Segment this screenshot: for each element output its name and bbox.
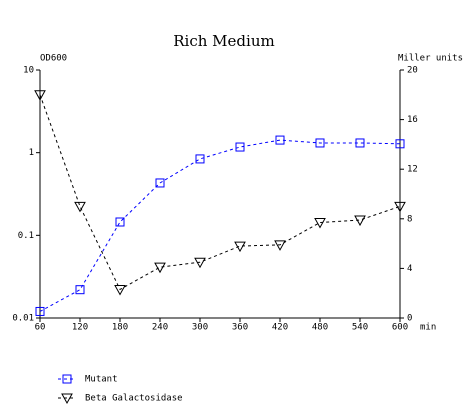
x-tick-label: 240 (152, 323, 168, 333)
y2-tick-label: 20 (407, 66, 418, 76)
data-point (115, 217, 125, 227)
y2-tick-label: 16 (407, 115, 418, 125)
x-tick-label: 600 (392, 323, 408, 333)
data-point (195, 154, 205, 164)
x-tick-label: 60 (35, 323, 46, 333)
data-point (35, 306, 45, 316)
legend-marker (62, 374, 72, 384)
x-tick-label: 120 (72, 323, 88, 333)
data-point (154, 262, 166, 274)
y2-tick-label: 8 (407, 214, 412, 224)
legend-label: Mutant (85, 375, 118, 385)
x-tick-label: 300 (192, 323, 208, 333)
legend-label: Beta Galactosidase (85, 394, 183, 404)
y2-tick-label: 4 (407, 264, 412, 274)
series-line (39, 139, 401, 312)
x-tick-label: 420 (272, 323, 288, 333)
y2-axis-label: Miller units (398, 54, 463, 64)
y-tick-label: 0.1 (18, 231, 34, 241)
data-point (395, 139, 405, 149)
data-point (114, 284, 126, 296)
series-line (39, 94, 401, 291)
data-point (394, 201, 406, 213)
data-point (275, 135, 285, 145)
y2-tick-label: 12 (407, 165, 418, 175)
data-point (194, 257, 206, 269)
chart-title: Rich Medium (173, 32, 274, 50)
data-point (315, 138, 325, 148)
x-tick-label: 360 (232, 323, 248, 333)
x-tick-label: 480 (312, 323, 328, 333)
x-axis-label: min (420, 323, 436, 333)
data-point (354, 215, 366, 227)
data-point (155, 178, 165, 188)
data-point (74, 201, 86, 213)
data-point (355, 138, 365, 148)
legend-marker (61, 393, 73, 405)
x-tick-label: 180 (112, 323, 128, 333)
y-tick-label: 1 (29, 148, 34, 158)
x-tick-label: 540 (352, 323, 368, 333)
data-point (75, 285, 85, 295)
y-axis-label: OD600 (40, 54, 67, 64)
y-tick-label: 0.01 (12, 314, 34, 324)
y-tick-label: 10 (23, 66, 34, 76)
data-point (235, 142, 245, 152)
data-point (234, 241, 246, 253)
data-point (314, 218, 326, 229)
data-point (274, 240, 286, 251)
data-point (34, 90, 46, 101)
y2-tick-label: 0 (407, 314, 412, 324)
